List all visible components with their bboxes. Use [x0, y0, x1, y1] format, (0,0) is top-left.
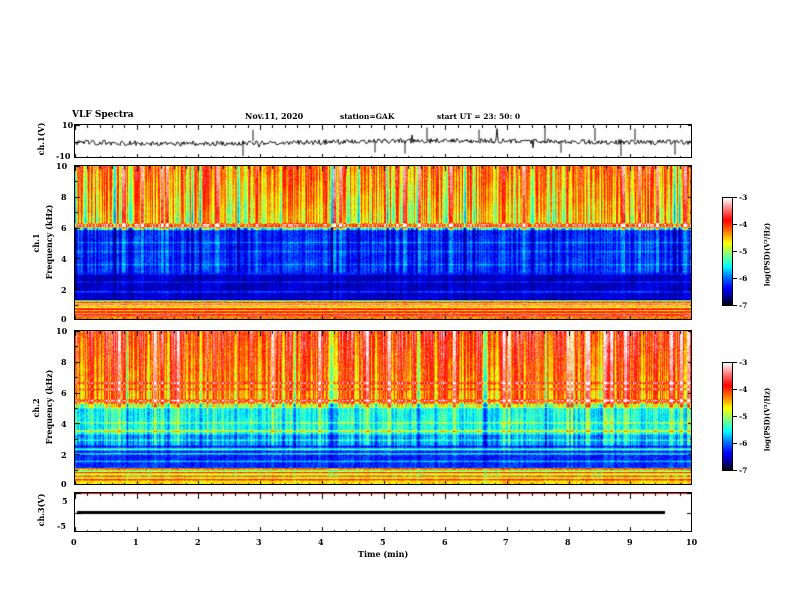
ch1-spectrogram-panel [74, 165, 692, 320]
ch1-freq-tick-6: 6 [61, 223, 67, 233]
colorbar-ch1-label-7: -7 [739, 301, 748, 310]
plot-title: VLF Spectra [72, 110, 134, 120]
colorbar-ch1-tick-6 [733, 278, 737, 279]
colorbar-ch1 [722, 197, 733, 306]
colorbar-ch1-axis-label: log(PSD)(V²/Hz) [762, 222, 772, 287]
colorbar-ch2-label-5: -5 [739, 412, 748, 421]
xtick-7: 7 [503, 537, 509, 547]
ch2-spectrogram-axis-label-chan: ch.2 [31, 398, 41, 418]
ch1-spectrogram-ticks [75, 166, 691, 319]
ch1-ytick-bottom: -10 [56, 151, 71, 161]
colorbar-ch2-label-4: -4 [739, 385, 748, 394]
xtick-8: 8 [565, 537, 571, 547]
ch1-voltage-axis-label: ch.1(V) [36, 122, 46, 156]
ch1-voltage-panel [74, 124, 692, 158]
ch3-voltage-panel [74, 492, 692, 532]
colorbar-ch2-tick-3 [733, 362, 737, 363]
colorbar-ch1-label-5: -5 [739, 247, 748, 256]
colorbar-ch1-tick-4 [733, 224, 737, 225]
colorbar-ch2-label-7: -7 [739, 466, 748, 475]
xtick-10: 10 [686, 537, 698, 547]
ch3-voltage-axis-label: ch.3(V) [36, 493, 46, 527]
ch1-freq-tick-4: 4 [61, 254, 67, 264]
ch2-freq-tick-10: 10 [56, 326, 68, 336]
colorbar-ch1-label-4: -4 [739, 220, 748, 229]
ch1-freq-tick-10: 10 [56, 161, 68, 171]
colorbar-ch2-label-3: -3 [739, 358, 748, 367]
colorbar-ch2-tick-5 [733, 416, 737, 417]
colorbar-ch1-label-3: -3 [739, 193, 748, 202]
colorbar-ch2-tick-4 [733, 389, 737, 390]
colorbar-ch2-axis-label: log(PSD)(V²/Hz) [762, 387, 772, 452]
ch2-freq-tick-4: 4 [61, 419, 67, 429]
colorbar-ch1-tick-7 [733, 305, 737, 306]
xtick-1: 1 [133, 537, 139, 547]
ch1-ytick-top: 10 [62, 120, 74, 130]
ch1-freq-tick-2: 2 [61, 285, 67, 295]
ch2-spectrogram-axis-label-freq: Frequency (kHz) [44, 369, 54, 445]
colorbar-ch2-label-6: -6 [739, 439, 748, 448]
xtick-3: 3 [256, 537, 262, 547]
colorbar-ch2-tick-7 [733, 470, 737, 471]
colorbar-ch1-tick-3 [733, 197, 737, 198]
ch1-spectrogram-axis-label-freq: Frequency (kHz) [44, 204, 54, 280]
xtick-0: 0 [71, 537, 77, 547]
ch2-freq-tick-6: 6 [61, 388, 67, 398]
colorbar-ch2-tick-6 [733, 443, 737, 444]
plot-date: Nov.11, 2020 [245, 111, 304, 121]
ch2-freq-tick-2: 2 [61, 450, 67, 460]
ch3-ytick-bottom: -5 [57, 521, 66, 531]
x-axis-label: Time (min) [358, 549, 409, 559]
xtick-5: 5 [380, 537, 386, 547]
ch1-freq-tick-0: 0 [61, 314, 67, 324]
xtick-4: 4 [318, 537, 324, 547]
ch2-spectrogram-ticks [75, 331, 691, 484]
ch2-freq-tick-8: 8 [61, 357, 67, 367]
ch1-freq-tick-8: 8 [61, 192, 67, 202]
ch3-panel-ticks [75, 493, 691, 531]
ch1-spectrogram-axis-label-chan: ch.1 [31, 233, 41, 253]
colorbar-ch1-label-6: -6 [739, 274, 748, 283]
ch2-freq-tick-0: 0 [61, 479, 67, 489]
colorbar-ch1-tick-5 [733, 251, 737, 252]
xtick-6: 6 [442, 537, 448, 547]
ch3-ytick-top: 5 [62, 496, 68, 506]
xtick-9: 9 [627, 537, 633, 547]
xtick-2: 2 [195, 537, 201, 547]
ch2-spectrogram-panel [74, 330, 692, 485]
plot-start-ut: start UT = 23: 50: 0 [437, 112, 521, 121]
colorbar-ch2 [722, 362, 733, 471]
ch1-panel-ticks [75, 125, 691, 157]
plot-station: station=GAK [340, 112, 395, 121]
